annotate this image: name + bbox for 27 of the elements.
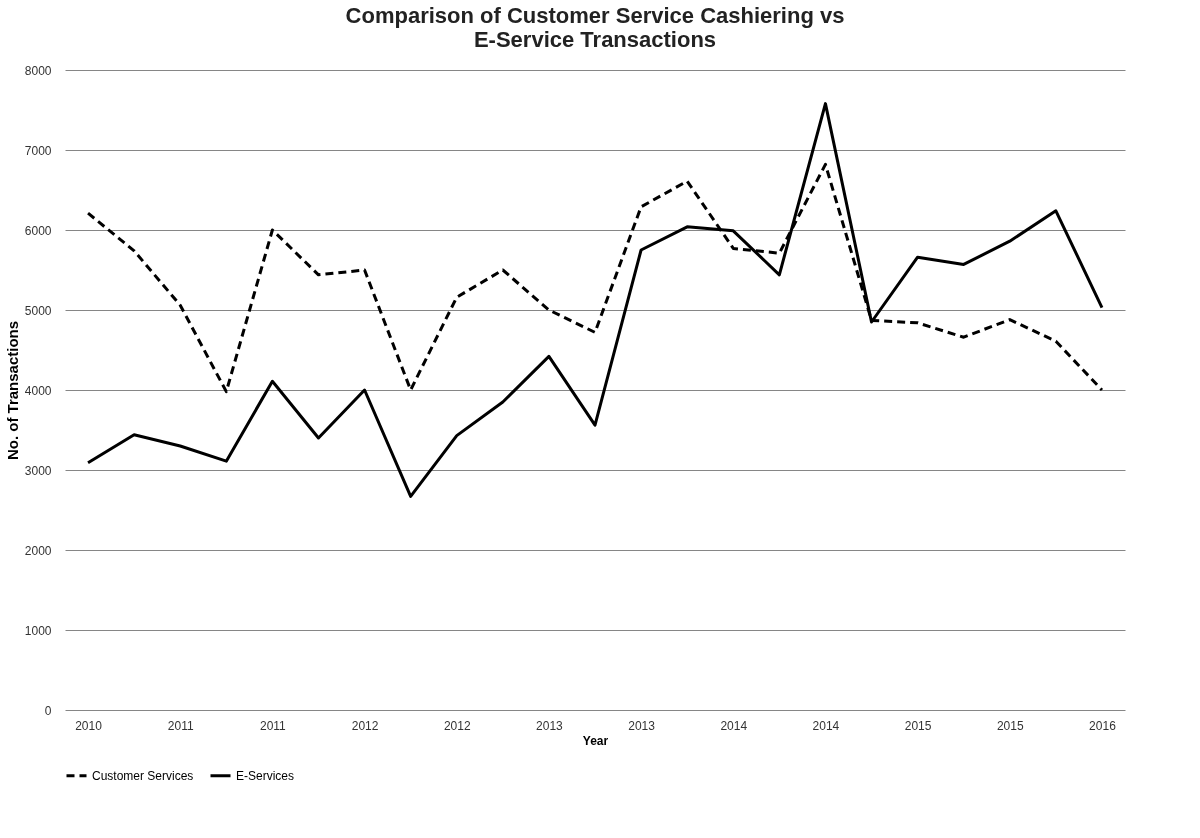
legend-label: Customer Services bbox=[92, 768, 194, 783]
legend-label: E-Services bbox=[236, 768, 295, 783]
y-tick-label: 0 bbox=[44, 703, 52, 718]
x-axis-title: Year bbox=[582, 733, 609, 748]
y-tick-label: 7000 bbox=[24, 143, 52, 158]
x-tick-label: 2011 bbox=[167, 718, 194, 733]
x-tick-label: 2016 bbox=[1089, 718, 1117, 733]
x-tick-label: 2012 bbox=[351, 718, 379, 733]
y-tick-label: 5000 bbox=[24, 303, 52, 318]
y-axis-title: No. of Transactions bbox=[3, 320, 21, 461]
x-tick-label: 2014 bbox=[812, 718, 840, 733]
y-tick-label: 6000 bbox=[24, 223, 52, 238]
y-tick-label: 1000 bbox=[24, 623, 52, 638]
x-tick-label: 2015 bbox=[904, 718, 932, 733]
x-tick-label: 2010 bbox=[75, 718, 103, 733]
y-tick-label: 3000 bbox=[24, 463, 52, 478]
y-tick-label: 2000 bbox=[24, 543, 52, 558]
x-tick-label: 2013 bbox=[536, 718, 564, 733]
y-tick-label: 8000 bbox=[24, 63, 52, 78]
chart-title: Comparison of Customer Service Cashiering vs E-Service Transactions bbox=[345, 3, 845, 52]
x-tick-label: 2015 bbox=[996, 718, 1024, 733]
x-tick-label: 2014 bbox=[720, 718, 748, 733]
line-series bbox=[86, 102, 1104, 498]
x-tick-label: 2013 bbox=[628, 718, 656, 733]
x-tick-label: 2012 bbox=[443, 718, 471, 733]
x-tick-label: 2011 bbox=[259, 718, 287, 733]
y-tick-label: 4000 bbox=[24, 383, 52, 398]
